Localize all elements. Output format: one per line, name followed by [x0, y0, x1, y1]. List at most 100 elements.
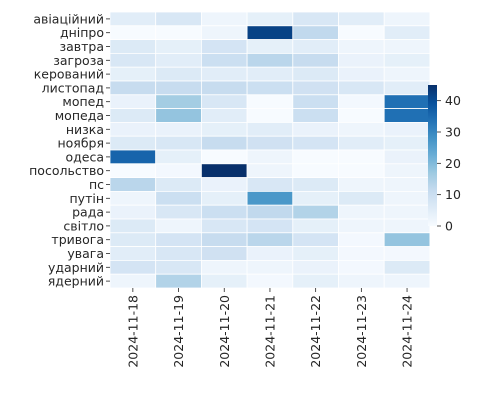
heatmap-cell [383, 80, 431, 96]
heatmap-cell [246, 246, 294, 261]
x-tick-labels: 2024-11-18 2024-11-19 2024-11-20 2024-11-21… [125, 288, 415, 368]
heatmap-cell [246, 218, 294, 234]
heatmap-cell [292, 149, 339, 165]
heatmap-cell [292, 53, 339, 68]
heatmap-cell [246, 108, 294, 123]
heatmap-cell [200, 177, 248, 192]
heatmap-cell [109, 39, 157, 54]
heatmap-cell [200, 94, 248, 110]
heatmap-cell [200, 273, 248, 289]
heatmap-cell [246, 94, 294, 110]
heatmap-cell [109, 246, 157, 261]
colorbar-tick-label: 0 [445, 219, 453, 234]
heatmap-cell [338, 204, 385, 220]
y-tick-label: посольство [29, 163, 104, 178]
y-tick-label: світло [63, 218, 104, 233]
heatmap-cell [292, 11, 339, 27]
heatmap-cell [383, 232, 431, 248]
heatmap-cell [383, 259, 431, 275]
heatmap-cell [155, 66, 202, 82]
heatmap-cell [109, 135, 157, 151]
heatmap-cell [200, 39, 248, 54]
colorbar: 0 10 20 30 40 [428, 85, 461, 234]
colorbar-tick-label: 10 [445, 187, 461, 202]
y-tick-label: дніпро [60, 25, 104, 40]
heatmap-cell [292, 273, 339, 289]
colorbar-gradient [428, 85, 437, 226]
heatmap-cell [109, 80, 157, 96]
heatmap-cell [383, 190, 431, 206]
heatmap-cell [109, 66, 157, 82]
heatmap-cell [109, 190, 157, 206]
heatmap-cell [200, 66, 248, 82]
heatmap-cell [246, 135, 294, 151]
heatmap-cell [109, 149, 157, 165]
heatmap-cell [338, 163, 385, 179]
heatmap-cell [383, 149, 431, 165]
heatmap-cell [338, 232, 385, 248]
colorbar-tick-label: 40 [445, 93, 461, 108]
heatmap-cell [383, 204, 431, 220]
y-tick-label: низка [66, 122, 104, 137]
heatmap-cell [155, 39, 202, 54]
heatmap-cells [109, 11, 431, 289]
heatmap-cell [109, 273, 157, 289]
heatmap-cell [155, 25, 202, 40]
y-tick-label: авіаційний [33, 11, 104, 26]
heatmap-cell [200, 163, 248, 179]
y-tick-label: одеса [65, 149, 104, 164]
x-tick-label: 2024-11-24 [400, 295, 415, 368]
heatmap-cell [155, 177, 202, 192]
heatmap-cell [292, 25, 339, 40]
x-tick-label: 2024-11-18 [125, 295, 140, 368]
heatmap-cell [200, 53, 248, 68]
heatmap-cell [383, 25, 431, 40]
heatmap-cell [155, 218, 202, 234]
heatmap-cell [246, 163, 294, 179]
heatmap-cell [246, 80, 294, 96]
heatmap-cell [338, 94, 385, 110]
y-tick-labels: авіаційнийдніпрозавтразагрозакерованийли… [29, 11, 110, 289]
heatmap-cell [338, 218, 385, 234]
colorbar-tick-label: 30 [445, 125, 461, 140]
heatmap-cell [383, 246, 431, 261]
heatmap-cell [109, 218, 157, 234]
y-tick-label: загроза [53, 53, 104, 68]
heatmap-cell [200, 232, 248, 248]
heatmap-cell [246, 204, 294, 220]
heatmap-cell [155, 149, 202, 165]
heatmap-cell [246, 190, 294, 206]
heatmap-cell [200, 149, 248, 165]
y-tick-label: завтра [59, 39, 104, 54]
heatmap-cell [338, 122, 385, 137]
heatmap-cell [338, 39, 385, 54]
heatmap-cell [200, 246, 248, 261]
heatmap-cell [246, 177, 294, 192]
heatmap-cell [200, 259, 248, 275]
heatmap-cell [246, 39, 294, 54]
y-tick-label: путін [70, 191, 105, 206]
heatmap-cell [155, 163, 202, 179]
heatmap-cell [155, 232, 202, 248]
y-tick-label: ядерний [48, 274, 104, 289]
y-tick-label: ударний [48, 260, 104, 275]
heatmap-cell [292, 39, 339, 54]
heatmap-cell [246, 259, 294, 275]
heatmap-cell [292, 66, 339, 82]
heatmap-cell [338, 53, 385, 68]
heatmap-cell [155, 94, 202, 110]
heatmap-cell [109, 177, 157, 192]
heatmap-cell [155, 259, 202, 275]
y-tick-label: пс [89, 177, 104, 192]
y-tick-label: увага [67, 246, 104, 261]
heatmap-cell [200, 25, 248, 40]
heatmap-cell [155, 190, 202, 206]
heatmap-cell [200, 218, 248, 234]
heatmap-cell [109, 108, 157, 123]
heatmap-cell [338, 108, 385, 123]
heatmap-cell [246, 232, 294, 248]
heatmap-cell [383, 177, 431, 192]
heatmap-cell [155, 108, 202, 123]
heatmap-cell [338, 135, 385, 151]
